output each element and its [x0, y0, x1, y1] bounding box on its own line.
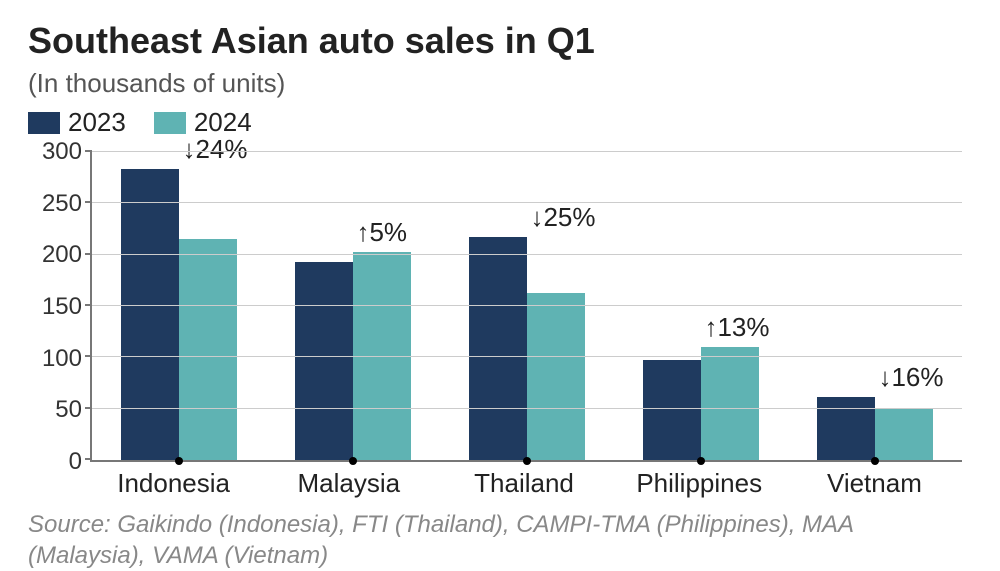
bar-2024 — [527, 293, 585, 460]
bar-2024 — [701, 347, 759, 460]
x-axis-labels: IndonesiaMalaysiaThailandPhilippinesViet… — [86, 462, 962, 499]
bar-group: ↓25% — [440, 152, 614, 460]
legend-label-2023: 2023 — [68, 107, 126, 138]
y-axis: 050100150200250300 — [32, 152, 90, 462]
x-tick-dot — [523, 457, 531, 465]
legend: 2023 2024 — [28, 107, 972, 138]
bar-group: ↓24% — [92, 152, 266, 460]
x-tick-dot — [871, 457, 879, 465]
legend-swatch-2023 — [28, 112, 60, 134]
legend-label-2024: 2024 — [194, 107, 252, 138]
x-label: Thailand — [436, 462, 611, 499]
x-tick-dot — [175, 457, 183, 465]
bar-2024 — [179, 239, 237, 460]
x-tick-dot — [349, 457, 357, 465]
change-label: ↓25% — [530, 202, 595, 233]
legend-item-2024: 2024 — [154, 107, 252, 138]
bar-2024 — [875, 408, 933, 460]
x-label: Indonesia — [86, 462, 261, 499]
legend-item-2023: 2023 — [28, 107, 126, 138]
bar-2023 — [643, 360, 701, 460]
x-tick-dot — [697, 457, 705, 465]
bar-group: ↑13% — [614, 152, 788, 460]
change-label: ↓24% — [182, 134, 247, 165]
bar-2023 — [295, 262, 353, 460]
y-tick-label: 100 — [32, 345, 82, 373]
bar-group: ↑5% — [266, 152, 440, 460]
chart-title: Southeast Asian auto sales in Q1 — [28, 20, 972, 62]
y-tick-label: 0 — [32, 448, 82, 476]
change-label: ↑13% — [704, 312, 769, 343]
plot-area: ↓24% ↑5% ↓25% ↑13% ↓16% — [90, 152, 962, 462]
chart-area: 050100150200250300 ↓24%↑5%↓25%↑13%↓16% — [32, 152, 972, 462]
source-footnote: Source: Gaikindo (Indonesia), FTI (Thail… — [28, 509, 972, 571]
x-label: Philippines — [612, 462, 787, 499]
y-tick-label: 200 — [32, 241, 82, 269]
legend-swatch-2024 — [154, 112, 186, 134]
x-label: Malaysia — [261, 462, 436, 499]
y-tick-label: 250 — [32, 190, 82, 218]
bar-2023 — [121, 169, 179, 460]
x-label: Vietnam — [787, 462, 962, 499]
change-label: ↓16% — [878, 362, 943, 393]
change-label: ↑5% — [356, 217, 407, 248]
y-tick-label: 150 — [32, 293, 82, 321]
y-tick-label: 50 — [32, 396, 82, 424]
bar-group: ↓16% — [788, 152, 962, 460]
bar-2023 — [469, 237, 527, 460]
y-tick-label: 300 — [32, 138, 82, 166]
chart-subtitle: (In thousands of units) — [28, 68, 972, 99]
